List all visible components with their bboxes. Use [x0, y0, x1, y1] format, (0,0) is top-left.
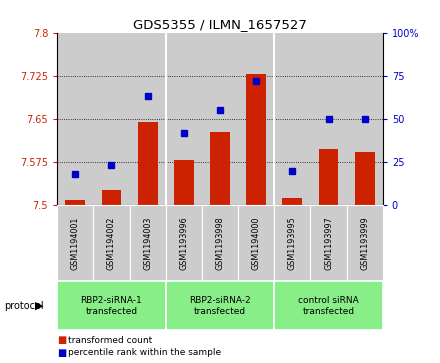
Text: protocol: protocol: [4, 301, 44, 311]
Bar: [129, 33, 166, 205]
Text: ■: ■: [57, 348, 66, 358]
Text: GSM1194001: GSM1194001: [71, 216, 80, 270]
Text: RBP2-siRNA-1
transfected: RBP2-siRNA-1 transfected: [81, 296, 143, 315]
Text: ▶: ▶: [35, 301, 44, 311]
Bar: [274, 33, 311, 205]
Text: GSM1193998: GSM1193998: [216, 216, 224, 270]
Bar: [238, 33, 274, 205]
Bar: [347, 33, 383, 205]
Text: GSM1194000: GSM1194000: [252, 216, 260, 270]
Bar: [57, 33, 93, 205]
Text: GSM1193996: GSM1193996: [180, 216, 188, 270]
Text: GSM1193999: GSM1193999: [360, 216, 369, 270]
Title: GDS5355 / ILMN_1657527: GDS5355 / ILMN_1657527: [133, 19, 307, 32]
Text: transformed count: transformed count: [68, 336, 152, 344]
Bar: [311, 33, 347, 205]
Bar: [202, 33, 238, 205]
Bar: [246, 74, 266, 205]
Bar: [319, 149, 338, 205]
Bar: [66, 200, 85, 205]
Bar: [174, 160, 194, 205]
Text: GSM1194002: GSM1194002: [107, 216, 116, 270]
Text: GSM1193995: GSM1193995: [288, 216, 297, 270]
Text: control siRNA
transfected: control siRNA transfected: [298, 296, 359, 315]
Text: GSM1193997: GSM1193997: [324, 216, 333, 270]
Bar: [355, 152, 375, 205]
Text: percentile rank within the sample: percentile rank within the sample: [68, 348, 221, 357]
Bar: [210, 131, 230, 205]
Text: RBP2-siRNA-2
transfected: RBP2-siRNA-2 transfected: [189, 296, 251, 315]
Bar: [166, 33, 202, 205]
Bar: [282, 197, 302, 205]
Text: ■: ■: [57, 335, 66, 345]
Text: GSM1194003: GSM1194003: [143, 216, 152, 270]
Bar: [102, 189, 121, 205]
Bar: [138, 122, 158, 205]
Bar: [93, 33, 129, 205]
